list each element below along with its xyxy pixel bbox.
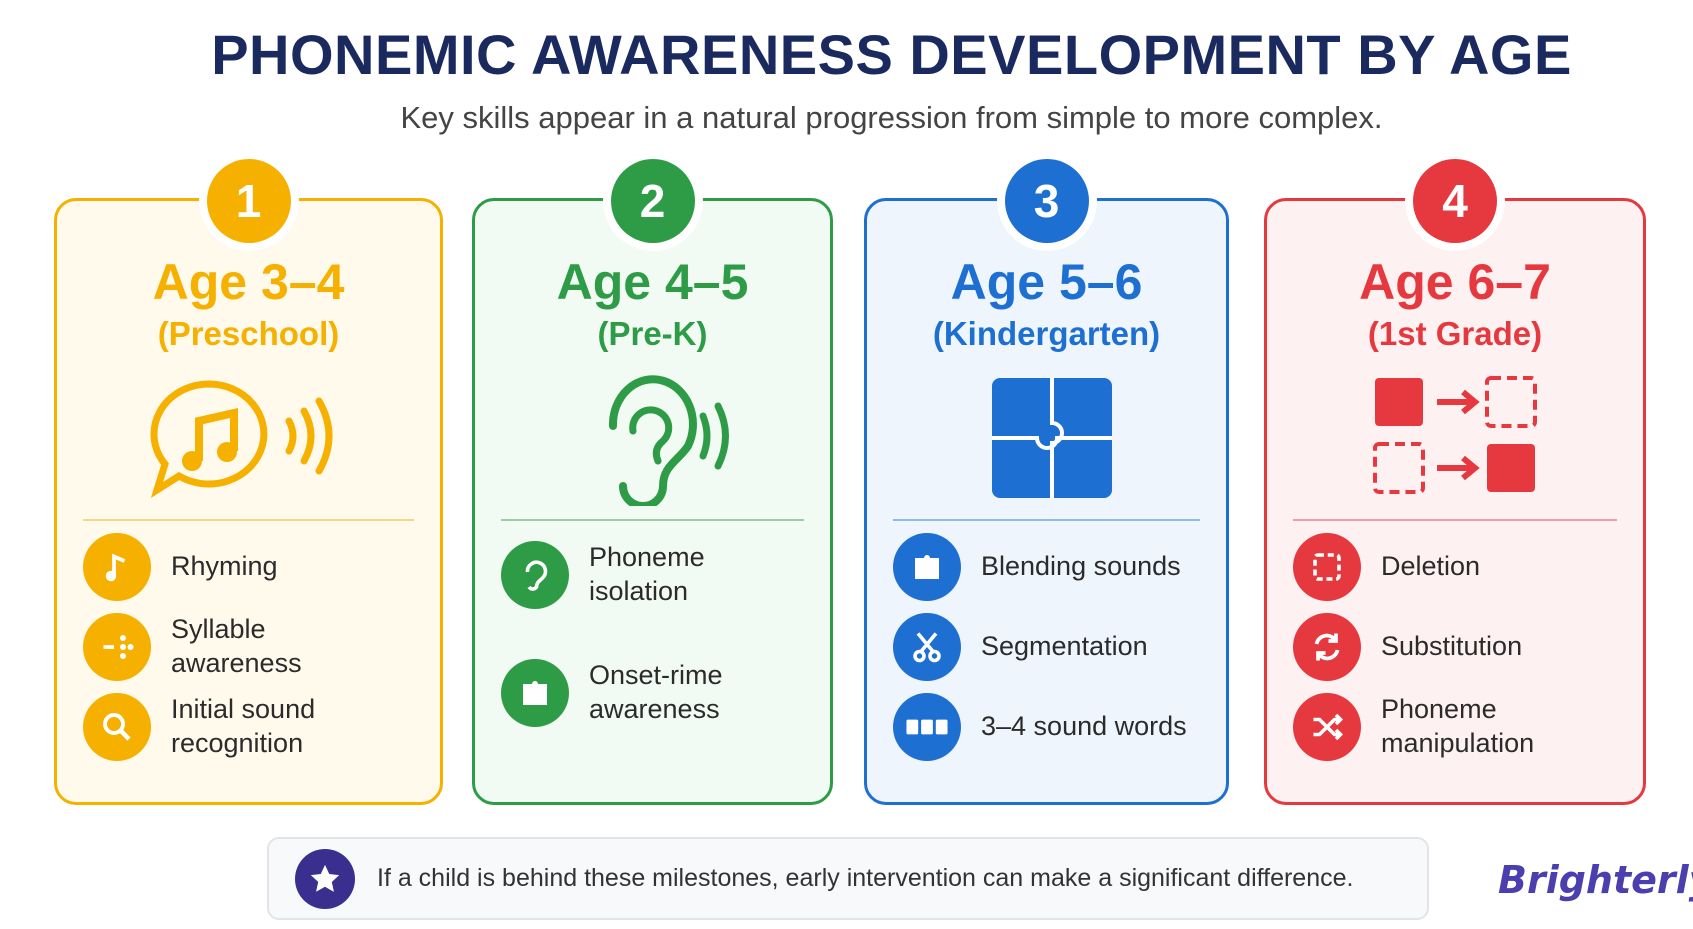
skill-item: Substitution	[1293, 613, 1633, 681]
skill-icon	[83, 693, 151, 761]
age-range: Age 5–6	[950, 254, 1143, 310]
stage-number: 1	[206, 159, 291, 243]
skill-icon	[83, 613, 151, 681]
skill-icon	[501, 659, 569, 727]
age-range: Age 6–7	[1359, 254, 1551, 310]
skill-item: Onset-rime awareness	[501, 659, 820, 727]
skill-item: Phoneme isolation	[501, 541, 820, 609]
skill-item: Rhyming	[83, 533, 430, 601]
skill-icon	[893, 613, 961, 681]
skill-label: Rhyming	[171, 551, 278, 582]
skill-label: Blending sounds	[981, 551, 1181, 582]
skill-label: Phoneme manipulation	[1381, 694, 1535, 758]
skill-icon	[83, 533, 151, 601]
stage-icon	[543, 366, 763, 510]
stage-card: 2 Age 4–5 (Pre-K) Phoneme isolation Onset-ri…	[472, 159, 833, 805]
skill-label: Phoneme isolation	[589, 542, 705, 606]
skill-item: Blending sounds	[893, 533, 1216, 601]
stage-card: 4 Age 6–7 (1st Grade) Deletion Substitution P…	[1264, 159, 1646, 805]
skill-item: Deletion	[1293, 533, 1633, 601]
skill-label: Onset-rime awareness	[589, 660, 723, 724]
skill-item: Phoneme manipulation	[1293, 693, 1633, 761]
skill-icon	[1293, 693, 1361, 761]
stage-number: 3	[1004, 159, 1089, 243]
stage-card: 3 Age 5–6 (Kindergarten) Blending sounds Seg…	[864, 159, 1229, 805]
skill-item: Initial sound recognition	[83, 693, 430, 761]
skill-item: Segmentation	[893, 613, 1216, 681]
skill-label: 3–4 sound words	[981, 711, 1187, 742]
subtitle: Key skills appear in a natural progressi…	[400, 100, 1383, 135]
grade-level: (Preschool)	[157, 315, 340, 352]
divider	[501, 519, 804, 521]
stage-number: 4	[1413, 159, 1497, 243]
skill-icon	[1293, 613, 1361, 681]
skill-item: Syllable awareness	[83, 613, 430, 681]
divider	[1293, 519, 1617, 521]
stage-icon	[937, 366, 1157, 506]
skill-icon	[893, 693, 961, 761]
divider	[83, 519, 414, 521]
stage-card: 1 Age 3–4 (Preschool) Rhyming Syllable aware…	[54, 159, 443, 805]
skill-label: Initial sound recognition	[171, 694, 316, 758]
age-range: Age 4–5	[556, 254, 749, 310]
skill-icon	[893, 533, 961, 601]
grade-level: (1st Grade)	[1367, 315, 1543, 352]
grade-level: (Pre-K)	[597, 315, 708, 352]
skill-item: 3–4 sound words	[893, 693, 1216, 761]
stage-icon	[1345, 366, 1565, 506]
skill-label: Syllable awareness	[171, 614, 302, 678]
divider	[893, 519, 1200, 521]
skill-label: Substitution	[1381, 631, 1523, 662]
skill-icon	[501, 541, 569, 609]
star-icon	[295, 848, 355, 909]
stage-icon	[139, 366, 359, 506]
note-text: If a child is behind these milestones, e…	[377, 864, 1354, 892]
title: PHONEMIC AWARENESS DEVELOPMENT BY AGE	[211, 23, 1572, 86]
footer-note: If a child is behind these milestones, e…	[267, 837, 1429, 920]
skill-icon	[1293, 533, 1361, 601]
grade-level: (Kindergarten)	[932, 315, 1161, 352]
skill-label: Segmentation	[981, 631, 1148, 662]
stage-number: 2	[610, 159, 695, 243]
age-range: Age 3–4	[152, 254, 345, 310]
skill-label: Deletion	[1381, 551, 1481, 582]
brand-logo: Brighterly	[1498, 858, 1693, 902]
